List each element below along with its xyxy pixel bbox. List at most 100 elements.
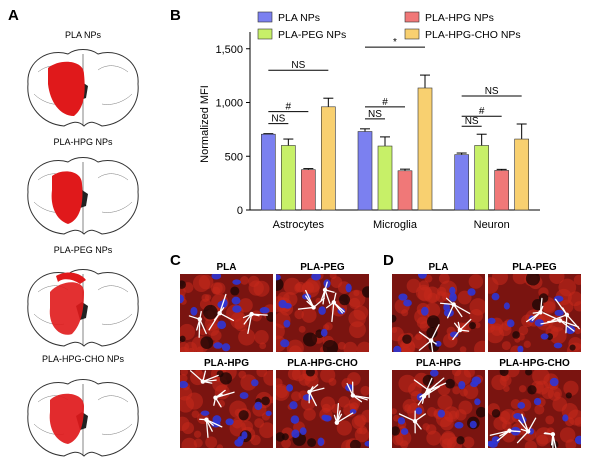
nucleus [259, 307, 270, 314]
nucleus [291, 429, 300, 439]
nucleus [217, 320, 227, 330]
dark-region [307, 438, 317, 447]
dark-region [180, 335, 186, 342]
tissue-speckle [524, 440, 537, 448]
nucleus [443, 302, 451, 312]
tissue-speckle [294, 309, 305, 320]
glial-process [208, 312, 221, 331]
glial-process [346, 382, 354, 397]
significance-label: NS [465, 116, 479, 127]
glial-soma [331, 300, 336, 305]
tissue-speckle [459, 346, 467, 352]
tissue-speckle [573, 274, 581, 286]
tissue-speckle [193, 430, 202, 438]
micrograph-d-0: PLA [392, 262, 485, 352]
y-tick-label: 1,500 [215, 44, 243, 56]
tissue-speckle [238, 328, 256, 346]
nucleus [403, 299, 412, 307]
bar [301, 169, 316, 211]
glial-process [199, 318, 207, 335]
tissue-speckle [565, 439, 577, 448]
tissue-speckle [205, 436, 218, 448]
micrograph-image [392, 370, 485, 448]
glial-process [305, 289, 315, 309]
nucleus [491, 292, 500, 301]
glial-process [521, 413, 529, 433]
tissue-speckle [535, 380, 550, 395]
glial-process [428, 382, 447, 392]
glial-process [551, 314, 568, 322]
glial-process [352, 394, 369, 399]
nucleus [231, 296, 241, 305]
dark-region [203, 304, 218, 320]
nucleus [437, 409, 446, 418]
nucleus [280, 339, 290, 348]
nucleus [283, 319, 291, 328]
tissue-speckle [474, 322, 481, 329]
glial-process [552, 433, 557, 448]
glial-process [430, 324, 440, 342]
glial-process [205, 419, 223, 428]
nucleus [449, 292, 457, 302]
nucleus [397, 417, 406, 425]
panel-b-letter: B [170, 7, 181, 24]
glial-process [250, 313, 268, 316]
nucleus [290, 415, 300, 424]
legend-label: PLA NPs [278, 12, 320, 24]
nucleus [449, 331, 459, 338]
dark-region [538, 293, 549, 303]
nucleus [434, 340, 442, 347]
nucleus [180, 380, 189, 389]
glial-process [214, 391, 235, 399]
glial-process [398, 413, 416, 422]
tissue-speckle [392, 434, 404, 446]
nucleus [211, 274, 222, 280]
glial-soma [564, 312, 570, 318]
tissue-speckle [195, 370, 203, 376]
bar [454, 154, 469, 211]
tissue-speckle [336, 420, 352, 436]
tissue-speckle [439, 432, 457, 448]
significance-label: NS [291, 60, 305, 71]
tissue-speckle [288, 345, 302, 352]
tissue-speckle [549, 274, 565, 284]
tissue-speckle [463, 384, 479, 400]
nucleus [321, 414, 329, 421]
nucleus [265, 410, 272, 417]
tissue-speckle [217, 399, 226, 408]
micrograph-image [392, 274, 485, 352]
glial-process [559, 319, 575, 332]
tissue-speckle [488, 277, 499, 294]
nucleus [458, 380, 466, 390]
dark-region [322, 340, 339, 352]
significance-label: # [286, 102, 292, 113]
nucleus [454, 421, 464, 429]
bar [377, 145, 393, 211]
nucleus [398, 293, 408, 301]
dark-region [362, 286, 369, 298]
nucleus [534, 319, 545, 327]
nucleus [299, 427, 307, 436]
tissue-speckle [337, 341, 346, 350]
tissue-speckle [415, 284, 432, 301]
panel-c-letter: C [170, 252, 181, 269]
tissue-speckle [181, 437, 198, 448]
nucleus [503, 302, 510, 310]
tissue-speckle [424, 302, 441, 319]
glial-soma [507, 428, 512, 433]
nucleus [469, 420, 477, 429]
tissue-speckle [250, 310, 262, 322]
dark-region [276, 277, 284, 291]
tissue-speckle [328, 377, 337, 386]
legend-label: PLA-HPG NPs [425, 12, 494, 24]
nucleus [488, 317, 496, 325]
glial-process [413, 379, 430, 392]
micrograph-d-2: PLA-HPG [392, 358, 485, 448]
tissue-speckle [451, 370, 462, 377]
tissue-speckle [201, 293, 210, 302]
glial-process [205, 419, 209, 438]
glial-process [430, 339, 434, 352]
lesion-pla-hpg-cho [49, 393, 84, 444]
nucleus [180, 294, 184, 304]
